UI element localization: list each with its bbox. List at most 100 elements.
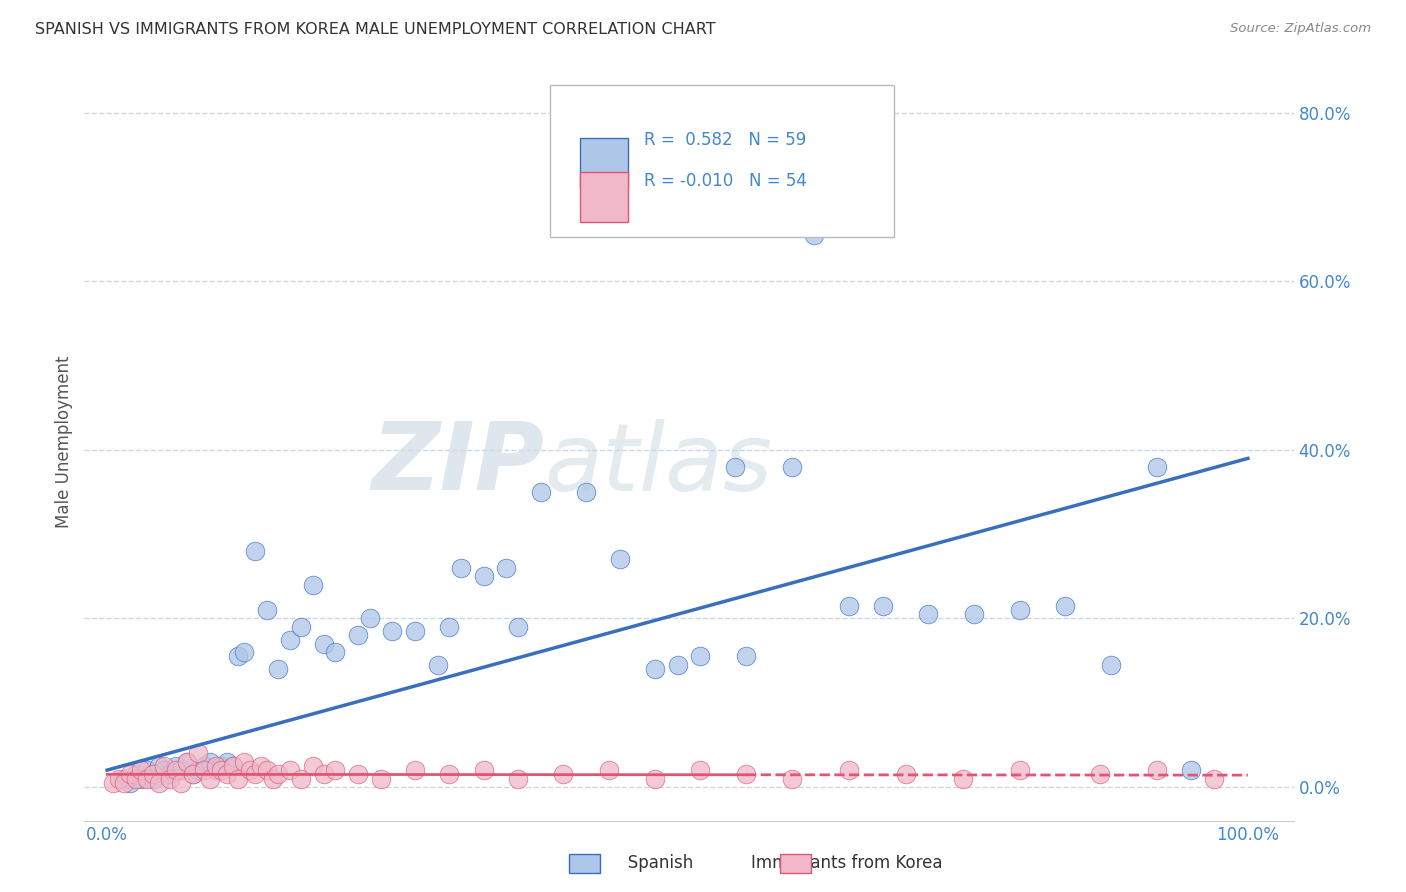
Immigrants from Korea xyxy=(439,767,461,781)
Spanish xyxy=(575,485,598,500)
Spanish xyxy=(187,763,209,777)
FancyBboxPatch shape xyxy=(581,172,628,221)
Spanish xyxy=(153,763,176,777)
Spanish xyxy=(1180,763,1202,777)
Text: atlas: atlas xyxy=(544,418,772,510)
Immigrants from Korea xyxy=(125,772,148,786)
Spanish xyxy=(506,620,529,634)
Immigrants from Korea xyxy=(233,755,256,769)
Immigrants from Korea xyxy=(598,763,620,777)
Spanish xyxy=(193,759,215,773)
Spanish xyxy=(644,662,666,676)
Immigrants from Korea xyxy=(404,763,426,777)
Spanish xyxy=(917,607,939,622)
Spanish xyxy=(1054,599,1077,613)
Text: Spanish           Immigrants from Korea: Spanish Immigrants from Korea xyxy=(591,855,942,872)
Spanish xyxy=(209,759,232,773)
Immigrants from Korea xyxy=(735,767,758,781)
Text: Source: ZipAtlas.com: Source: ZipAtlas.com xyxy=(1230,22,1371,36)
FancyBboxPatch shape xyxy=(550,85,894,236)
Immigrants from Korea xyxy=(159,772,181,786)
Spanish xyxy=(689,649,711,664)
Immigrants from Korea xyxy=(506,772,529,786)
Spanish xyxy=(323,645,346,659)
Spanish xyxy=(125,767,148,781)
Immigrants from Korea xyxy=(215,767,238,781)
Immigrants from Korea xyxy=(221,759,243,773)
Spanish xyxy=(472,569,495,583)
Immigrants from Korea xyxy=(153,759,176,773)
Immigrants from Korea xyxy=(370,772,392,786)
Spanish xyxy=(963,607,986,622)
Spanish xyxy=(872,599,894,613)
Immigrants from Korea xyxy=(112,776,135,790)
Immigrants from Korea xyxy=(347,767,370,781)
Spanish xyxy=(723,459,745,474)
Spanish xyxy=(165,759,187,773)
Spanish xyxy=(838,599,860,613)
Immigrants from Korea xyxy=(170,776,193,790)
Spanish xyxy=(256,603,278,617)
Spanish xyxy=(780,459,803,474)
Spanish xyxy=(221,759,243,773)
Spanish xyxy=(198,755,221,769)
Spanish xyxy=(495,561,517,575)
Spanish xyxy=(215,755,238,769)
Immigrants from Korea xyxy=(644,772,666,786)
Immigrants from Korea xyxy=(239,763,262,777)
Spanish xyxy=(347,628,370,642)
Text: ZIP: ZIP xyxy=(371,418,544,510)
Immigrants from Korea xyxy=(181,767,204,781)
Immigrants from Korea xyxy=(312,767,335,781)
Immigrants from Korea xyxy=(780,772,803,786)
Immigrants from Korea xyxy=(245,767,267,781)
Immigrants from Korea xyxy=(187,746,209,760)
Immigrants from Korea xyxy=(1202,772,1225,786)
Immigrants from Korea xyxy=(131,763,153,777)
Immigrants from Korea xyxy=(136,772,159,786)
Spanish xyxy=(427,657,450,672)
Immigrants from Korea xyxy=(107,772,129,786)
Immigrants from Korea xyxy=(952,772,974,786)
Spanish xyxy=(245,544,267,558)
Immigrants from Korea xyxy=(1008,763,1031,777)
Immigrants from Korea xyxy=(250,759,273,773)
Immigrants from Korea xyxy=(278,763,301,777)
Immigrants from Korea xyxy=(165,763,187,777)
Spanish xyxy=(381,624,404,639)
Immigrants from Korea xyxy=(472,763,495,777)
FancyBboxPatch shape xyxy=(581,138,628,187)
Spanish xyxy=(278,632,301,647)
Immigrants from Korea xyxy=(553,767,575,781)
Immigrants from Korea xyxy=(1088,767,1111,781)
Immigrants from Korea xyxy=(689,763,711,777)
Text: SPANISH VS IMMIGRANTS FROM KOREA MALE UNEMPLOYMENT CORRELATION CHART: SPANISH VS IMMIGRANTS FROM KOREA MALE UN… xyxy=(35,22,716,37)
Immigrants from Korea xyxy=(262,772,284,786)
Spanish xyxy=(404,624,426,639)
Spanish xyxy=(176,755,198,769)
Immigrants from Korea xyxy=(894,767,917,781)
Immigrants from Korea xyxy=(148,776,170,790)
Spanish xyxy=(803,228,825,243)
Spanish xyxy=(181,767,204,781)
Spanish xyxy=(301,578,323,592)
Spanish xyxy=(439,620,461,634)
Spanish xyxy=(666,657,689,672)
Spanish xyxy=(1099,657,1122,672)
Spanish xyxy=(1146,459,1168,474)
Immigrants from Korea xyxy=(838,763,860,777)
Spanish xyxy=(450,561,472,575)
Spanish xyxy=(131,772,153,786)
Spanish xyxy=(136,763,159,777)
Spanish xyxy=(204,763,226,777)
Spanish xyxy=(267,662,290,676)
Immigrants from Korea xyxy=(290,772,312,786)
Spanish xyxy=(228,649,250,664)
Spanish xyxy=(142,772,165,786)
Spanish xyxy=(530,485,553,500)
Text: R = -0.010   N = 54: R = -0.010 N = 54 xyxy=(644,172,807,190)
Text: R =  0.582   N = 59: R = 0.582 N = 59 xyxy=(644,130,807,149)
Immigrants from Korea xyxy=(118,767,141,781)
Immigrants from Korea xyxy=(256,763,278,777)
Spanish xyxy=(148,759,170,773)
